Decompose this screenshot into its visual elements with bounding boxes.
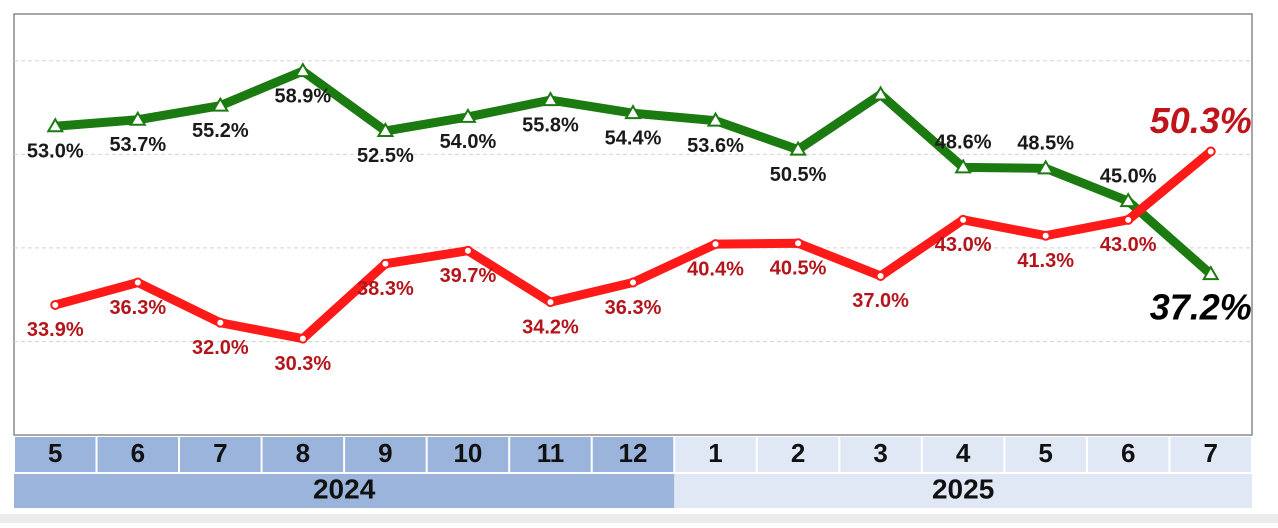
point-marker [50,299,61,310]
year-cell [14,474,675,508]
x-tick-label: 2 [791,438,805,468]
data-label: 33.9% [27,319,84,341]
data-label: 53.0% [27,141,84,163]
point-marker [459,107,477,123]
point-marker [545,297,556,308]
x-tick-label: 9 [378,438,392,468]
data-label: 52.5% [357,145,414,167]
month-cell [1170,437,1251,472]
point-marker [624,104,642,120]
month-cell [345,437,426,472]
data-label: 54.0% [440,131,497,153]
x-tick-label: 6 [131,438,145,468]
point-marker [129,110,147,126]
data-label: 48.5% [1017,133,1074,155]
point-marker [1123,214,1134,225]
x-tick-label: 3 [873,438,887,468]
data-label: 30.3% [275,353,332,375]
x-tick-label: 10 [453,438,482,468]
data-label: 54.4% [605,127,662,149]
data-label: 36.3% [605,297,662,319]
month-cell [840,437,921,472]
data-label: 37.0% [852,290,909,312]
point-marker [380,258,391,269]
month-cell [97,437,179,472]
data-label: 34.2% [522,316,579,338]
year-cell [674,474,1252,508]
month-cell [757,437,839,472]
data-label: 32.0% [192,337,249,359]
data-label: 48.6% [935,132,992,154]
data-label: 53.6% [687,135,744,157]
month-cell [262,437,344,472]
month-cell [922,437,1004,472]
data-label: 55.8% [522,114,579,136]
plot-frame [13,13,1253,436]
data-label: 55.2% [192,120,249,142]
data-label: 50.3% [1150,100,1252,141]
point-marker [1036,159,1055,175]
point-marker [875,270,886,281]
bottom-strip [0,514,1278,523]
x-tick-label: 4 [956,438,971,468]
point-marker [462,245,473,256]
point-marker [1205,146,1216,157]
data-label: 40.5% [770,257,827,279]
month-cell [1005,437,1086,472]
month-cell [180,437,261,472]
x-tick-label: 8 [296,438,310,468]
month-cell [510,437,591,472]
point-marker [1040,230,1051,241]
year-label: 2025 [932,473,994,504]
data-label: 37.2% [1150,287,1252,328]
month-cell [675,437,756,472]
data-label: 43.0% [935,234,992,256]
x-tick-label: 7 [213,438,227,468]
point-marker [215,317,226,328]
point-marker [789,140,807,156]
point-marker [1201,265,1220,281]
data-label: 39.7% [440,265,497,287]
month-cell [592,437,674,472]
point-marker [211,96,230,112]
x-tick-label: 6 [1121,438,1135,468]
point-marker [294,62,312,78]
point-marker [1119,192,1137,208]
x-tick-label: 11 [537,438,565,468]
data-label: 36.3% [109,297,166,319]
data-label: 38.3% [357,278,414,300]
data-label: 45.0% [1100,165,1157,187]
data-label: 43.0% [1100,234,1157,256]
data-label: 58.9% [275,85,332,107]
x-tick-label: 5 [1038,438,1052,468]
x-tick-label: 7 [1203,438,1217,468]
point-marker [46,117,65,133]
point-marker [132,277,143,288]
x-tick-label: 1 [708,438,722,468]
point-marker [710,239,721,250]
x-tick-label: 5 [48,438,62,468]
month-cell [1087,437,1169,472]
data-label: 53.7% [109,134,166,156]
point-marker [297,333,308,344]
point-marker [541,91,560,107]
point-marker [954,158,972,174]
data-label: 50.5% [770,164,827,186]
x-tick-label: 12 [619,438,648,468]
point-marker [376,121,395,137]
point-marker [628,277,638,288]
data-label: 40.4% [687,258,744,280]
point-marker [793,238,804,249]
point-marker [958,214,969,225]
month-cell [15,437,96,472]
point-marker [871,85,890,101]
month-cell [427,437,509,472]
year-label: 2024 [313,473,376,504]
data-label: 41.3% [1017,250,1074,272]
point-marker [706,111,725,127]
